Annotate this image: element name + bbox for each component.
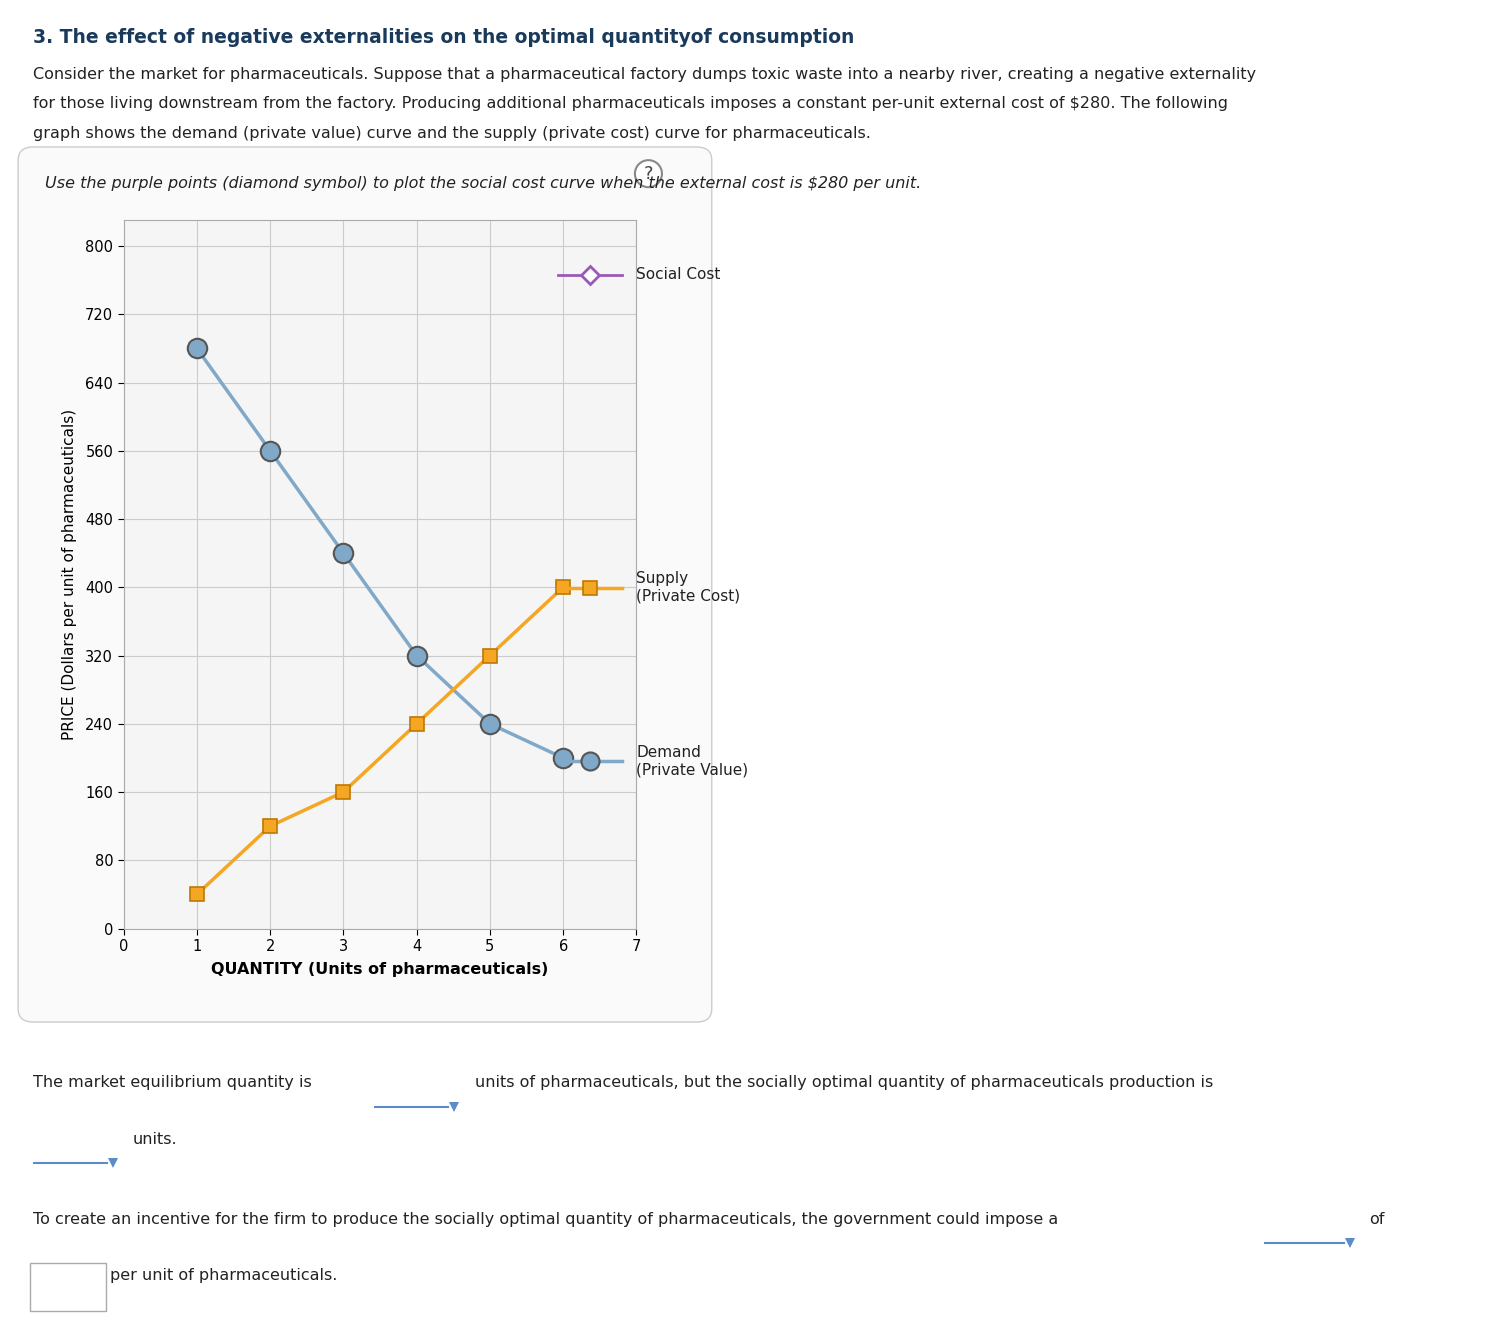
Text: units of pharmaceuticals, but the socially optimal quantity of pharmaceuticals p: units of pharmaceuticals, but the social… [475,1075,1214,1090]
Text: Social Cost: Social Cost [636,267,721,282]
Text: Supply
(Private Cost): Supply (Private Cost) [636,572,740,604]
Text: $: $ [39,1279,50,1295]
Text: The market equilibrium quantity is: The market equilibrium quantity is [33,1075,312,1090]
Text: To create an incentive for the firm to produce the socially optimal quantity of : To create an incentive for the firm to p… [33,1212,1059,1226]
X-axis label: QUANTITY (Units of pharmaceuticals): QUANTITY (Units of pharmaceuticals) [211,962,549,977]
Text: Demand
(Private Value): Demand (Private Value) [636,745,748,778]
Text: Use the purple points (diamond symbol) to plot the social cost curve when the ex: Use the purple points (diamond symbol) t… [45,176,921,191]
Text: of: of [1369,1212,1384,1226]
Text: graph shows the demand (private value) curve and the supply (private cost) curve: graph shows the demand (private value) c… [33,126,872,140]
Text: Consider the market for pharmaceuticals. Suppose that a pharmaceutical factory d: Consider the market for pharmaceuticals.… [33,67,1256,81]
Y-axis label: PRICE (Dollars per unit of pharmaceuticals): PRICE (Dollars per unit of pharmaceutica… [62,409,77,740]
Text: units.: units. [133,1132,178,1146]
Text: for those living downstream from the factory. Producing additional pharmaceutica: for those living downstream from the fac… [33,96,1228,111]
Text: 3. The effect of negative externalities on the optimal quantityof consumption: 3. The effect of negative externalities … [33,28,855,47]
Text: per unit of pharmaceuticals.: per unit of pharmaceuticals. [110,1268,338,1283]
Text: ?: ? [644,164,653,183]
